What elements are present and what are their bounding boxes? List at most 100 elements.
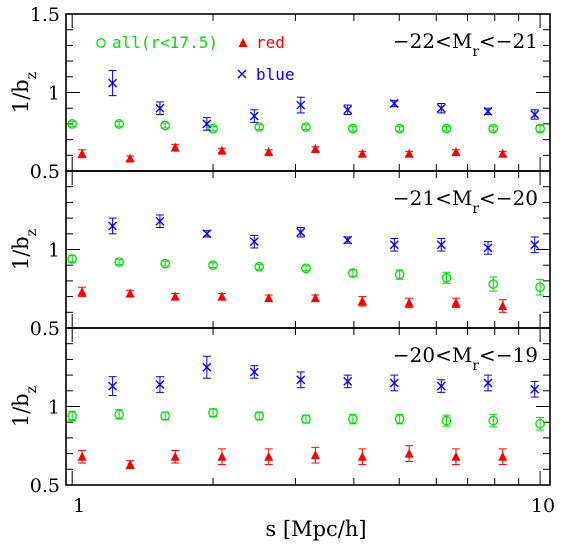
point-red bbox=[451, 297, 461, 307]
series-all bbox=[67, 254, 545, 296]
panel-title: −22<Mr<−21 bbox=[393, 29, 538, 60]
point-all bbox=[441, 272, 452, 283]
point-all bbox=[67, 411, 78, 421]
point-all bbox=[160, 120, 170, 131]
point-all bbox=[114, 119, 125, 129]
point-red bbox=[170, 142, 180, 152]
point-blue bbox=[483, 106, 493, 116]
point-blue bbox=[389, 378, 399, 388]
y-axis-label: 1/bz bbox=[9, 229, 40, 270]
point-red bbox=[310, 450, 320, 460]
panel-title: −21<Mr<−20 bbox=[393, 186, 538, 217]
point-blue bbox=[436, 103, 446, 113]
point-blue bbox=[155, 216, 165, 226]
y-tick-label: 1 bbox=[48, 240, 60, 262]
y-tick-label: 0.5 bbox=[30, 161, 60, 183]
point-red bbox=[170, 451, 180, 461]
panel-frame bbox=[65, 170, 551, 329]
point-blue bbox=[202, 229, 212, 239]
point-blue bbox=[296, 100, 306, 110]
x-tick-label-10: 10 bbox=[531, 495, 555, 517]
point-all bbox=[348, 414, 358, 424]
point-blue bbox=[296, 227, 306, 237]
point-all bbox=[67, 119, 78, 129]
point-blue bbox=[343, 376, 353, 386]
point-red bbox=[310, 144, 320, 154]
point-red bbox=[451, 147, 461, 157]
point-blue bbox=[530, 384, 540, 394]
point-all bbox=[488, 123, 499, 134]
panel-frame bbox=[65, 327, 551, 486]
legend-label-all: all(r<17.5) bbox=[112, 33, 218, 52]
point-all bbox=[301, 122, 311, 132]
panel-title: −20<Mr<−19 bbox=[393, 343, 538, 374]
point-all bbox=[301, 263, 311, 274]
point-blue bbox=[483, 378, 493, 388]
point-red bbox=[264, 451, 274, 461]
point-red bbox=[125, 288, 135, 298]
point-all bbox=[67, 254, 78, 264]
point-all bbox=[394, 269, 405, 280]
point-all bbox=[254, 122, 265, 132]
point-red bbox=[404, 297, 414, 307]
point-all bbox=[348, 123, 358, 134]
point-blue bbox=[530, 240, 540, 250]
legend-entry-red: red bbox=[238, 33, 285, 52]
point-red bbox=[357, 296, 367, 306]
point-blue bbox=[249, 237, 259, 247]
series-red bbox=[77, 142, 508, 163]
point-blue bbox=[436, 381, 446, 391]
point-red bbox=[77, 148, 87, 158]
point-blue bbox=[108, 381, 118, 391]
x-tick-label-1: 1 bbox=[73, 495, 85, 517]
point-blue bbox=[155, 103, 165, 113]
point-red bbox=[77, 451, 87, 461]
point-blue bbox=[343, 235, 353, 245]
point-red bbox=[264, 147, 274, 157]
legend-marker-blue bbox=[237, 69, 247, 79]
point-red bbox=[217, 291, 227, 301]
panels: 0.511.51/bz−22<Mr<−210.511/bz−21<Mr<−200… bbox=[9, 4, 551, 497]
point-all bbox=[160, 411, 170, 421]
point-red bbox=[170, 291, 180, 301]
y-tick-label: 1 bbox=[48, 397, 60, 419]
legend-marker-all bbox=[96, 38, 106, 48]
point-red bbox=[404, 448, 414, 458]
series-blue bbox=[108, 214, 540, 255]
point-red bbox=[498, 301, 508, 311]
point-red bbox=[404, 148, 414, 158]
point-all bbox=[535, 418, 545, 429]
y-axis-label: 1/bz bbox=[9, 72, 40, 113]
point-red bbox=[217, 451, 227, 461]
point-red bbox=[451, 451, 461, 461]
point-all bbox=[160, 258, 170, 269]
point-all bbox=[348, 268, 358, 278]
point-all bbox=[114, 257, 125, 267]
point-all bbox=[394, 123, 405, 134]
point-blue bbox=[202, 362, 212, 372]
point-blue bbox=[202, 119, 212, 129]
point-red bbox=[310, 293, 320, 303]
point-red bbox=[357, 451, 367, 461]
point-red bbox=[498, 148, 508, 158]
point-blue bbox=[108, 78, 118, 88]
series-blue bbox=[108, 355, 540, 398]
y-axis-label: 1/bz bbox=[9, 386, 40, 427]
point-blue bbox=[530, 109, 540, 119]
point-blue bbox=[483, 243, 493, 253]
series-all bbox=[67, 407, 545, 431]
point-blue bbox=[296, 375, 306, 385]
point-all bbox=[535, 282, 545, 293]
point-blue bbox=[155, 380, 165, 390]
point-all bbox=[488, 415, 499, 426]
point-all bbox=[488, 279, 499, 289]
y-tick-label: 0.5 bbox=[30, 318, 60, 340]
series-red bbox=[77, 286, 508, 313]
point-blue bbox=[436, 240, 446, 250]
panel-2: 0.5 1 1/bz −21<Mr<−20 bbox=[9, 170, 551, 340]
point-blue bbox=[389, 240, 399, 250]
point-red bbox=[125, 459, 135, 469]
point-all bbox=[394, 414, 405, 424]
panel-3: 0.5 1 1/bz −20<Mr<−19 bbox=[9, 327, 551, 497]
